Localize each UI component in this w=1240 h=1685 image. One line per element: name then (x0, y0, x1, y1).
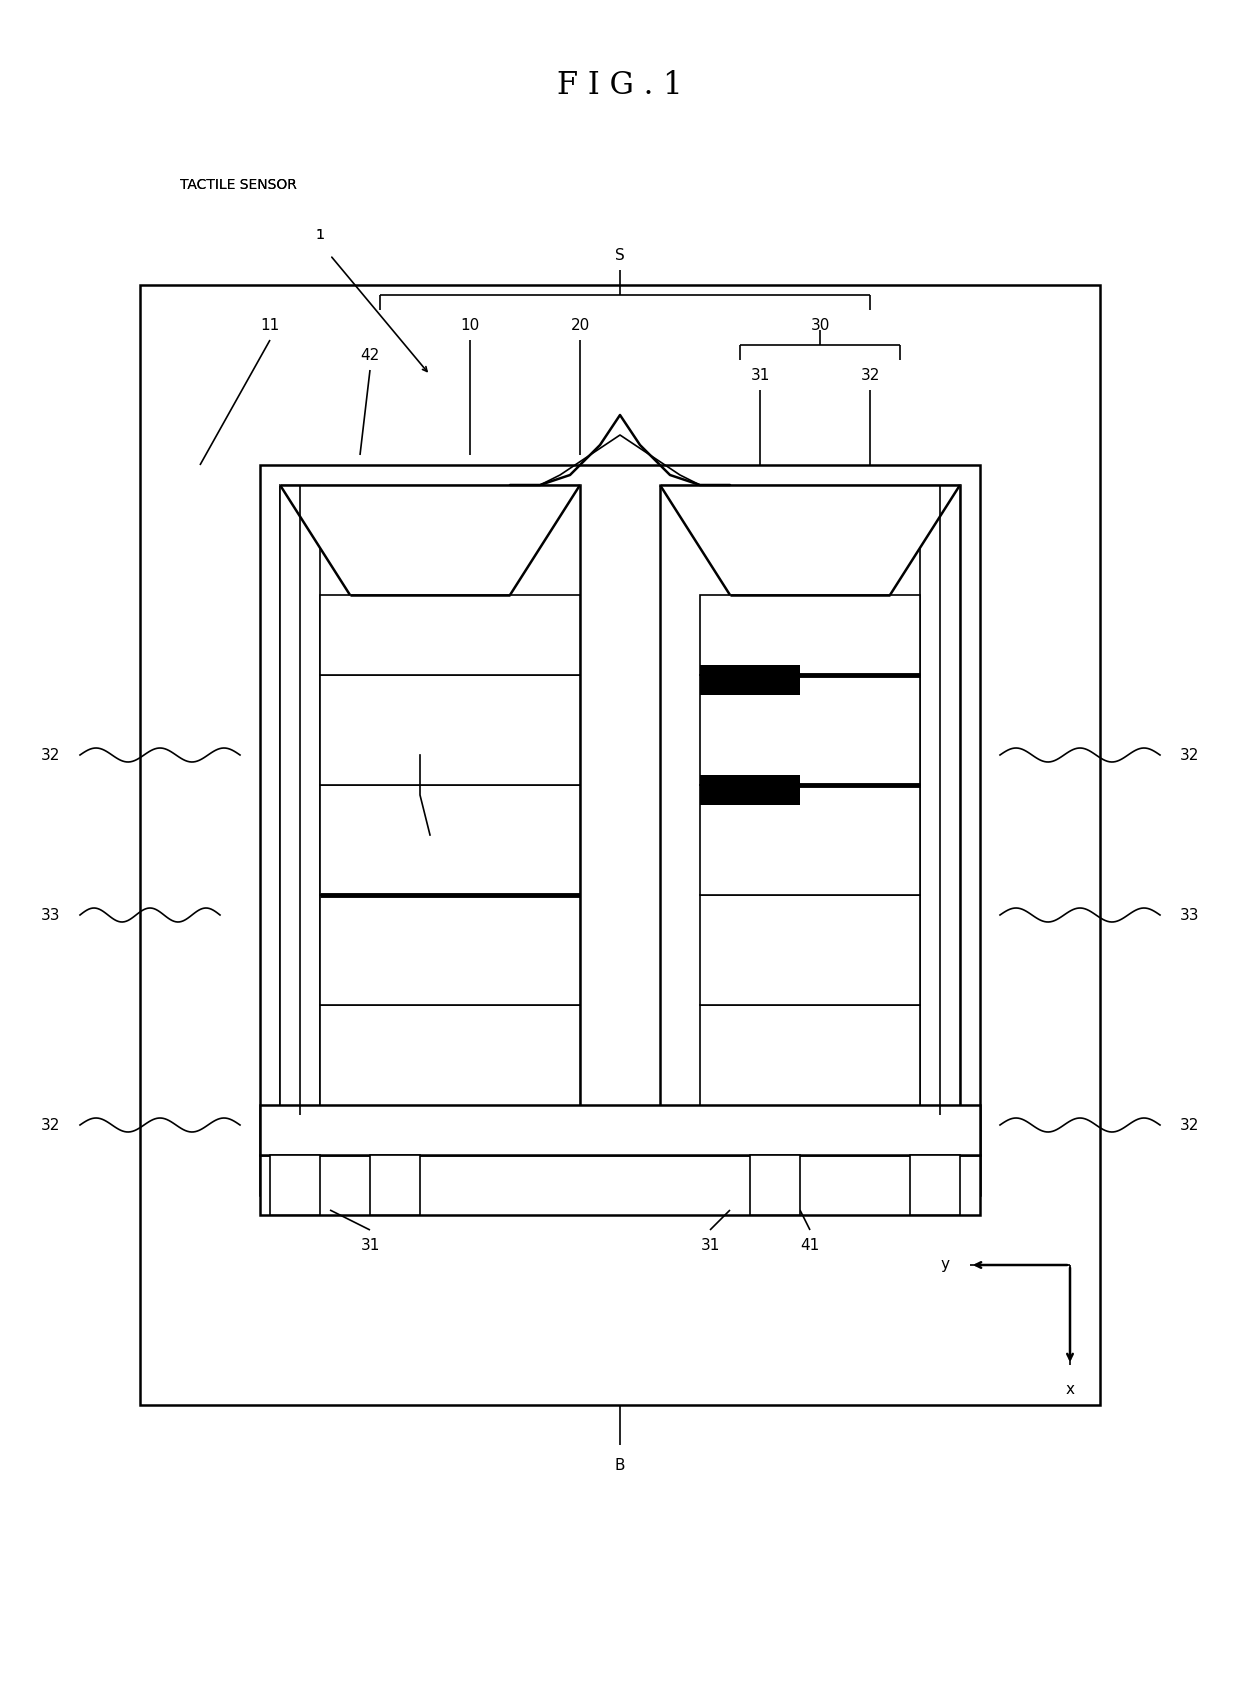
Text: 33: 33 (1180, 908, 1199, 922)
Text: 32: 32 (1180, 1117, 1199, 1132)
Text: TACTILE SENSOR: TACTILE SENSOR (180, 179, 296, 192)
Bar (701, 666, 800, 694)
Bar (320, 895, 580, 1004)
Text: 31: 31 (701, 1237, 719, 1252)
Text: 41: 41 (800, 1237, 820, 1252)
Bar (701, 895, 920, 1004)
Text: 31: 31 (750, 367, 770, 382)
Bar (320, 676, 580, 785)
Text: 1: 1 (315, 227, 325, 243)
Bar (660, 485, 960, 1115)
Text: 42: 42 (361, 347, 379, 362)
Bar (320, 785, 580, 895)
Bar (701, 785, 920, 895)
Bar (140, 285, 1100, 1405)
Text: 11: 11 (260, 317, 280, 332)
Bar (280, 485, 580, 1115)
Bar (920, 485, 960, 1115)
Text: x: x (1065, 1382, 1075, 1397)
Text: 32: 32 (41, 748, 60, 763)
Text: TACTILE SENSOR: TACTILE SENSOR (180, 179, 296, 192)
Bar (320, 1004, 580, 1115)
Text: S: S (615, 248, 625, 263)
Bar (260, 1105, 980, 1154)
Text: 31: 31 (361, 1237, 379, 1252)
Bar (701, 676, 920, 785)
Text: 20: 20 (570, 317, 590, 332)
Text: 32: 32 (861, 367, 879, 382)
Bar (320, 595, 580, 676)
Text: 31: 31 (410, 728, 430, 743)
Text: 10: 10 (460, 317, 480, 332)
Bar (750, 1154, 800, 1215)
Text: 32: 32 (1180, 748, 1199, 763)
Text: 32: 32 (41, 1117, 60, 1132)
Bar (260, 1154, 980, 1215)
Text: B: B (615, 1458, 625, 1473)
Bar (370, 1154, 420, 1215)
Text: F I G . 1: F I G . 1 (557, 69, 683, 101)
Polygon shape (660, 485, 960, 595)
Bar (701, 1004, 920, 1115)
Text: 33: 33 (41, 908, 60, 922)
Text: y: y (940, 1257, 950, 1272)
Bar (701, 775, 800, 805)
Bar (270, 1154, 320, 1215)
Bar (701, 595, 920, 676)
Bar (260, 465, 980, 1195)
Polygon shape (280, 485, 580, 595)
Text: 1: 1 (315, 227, 325, 243)
Bar (280, 485, 320, 1115)
Bar (910, 1154, 960, 1215)
Text: 30: 30 (810, 317, 830, 332)
